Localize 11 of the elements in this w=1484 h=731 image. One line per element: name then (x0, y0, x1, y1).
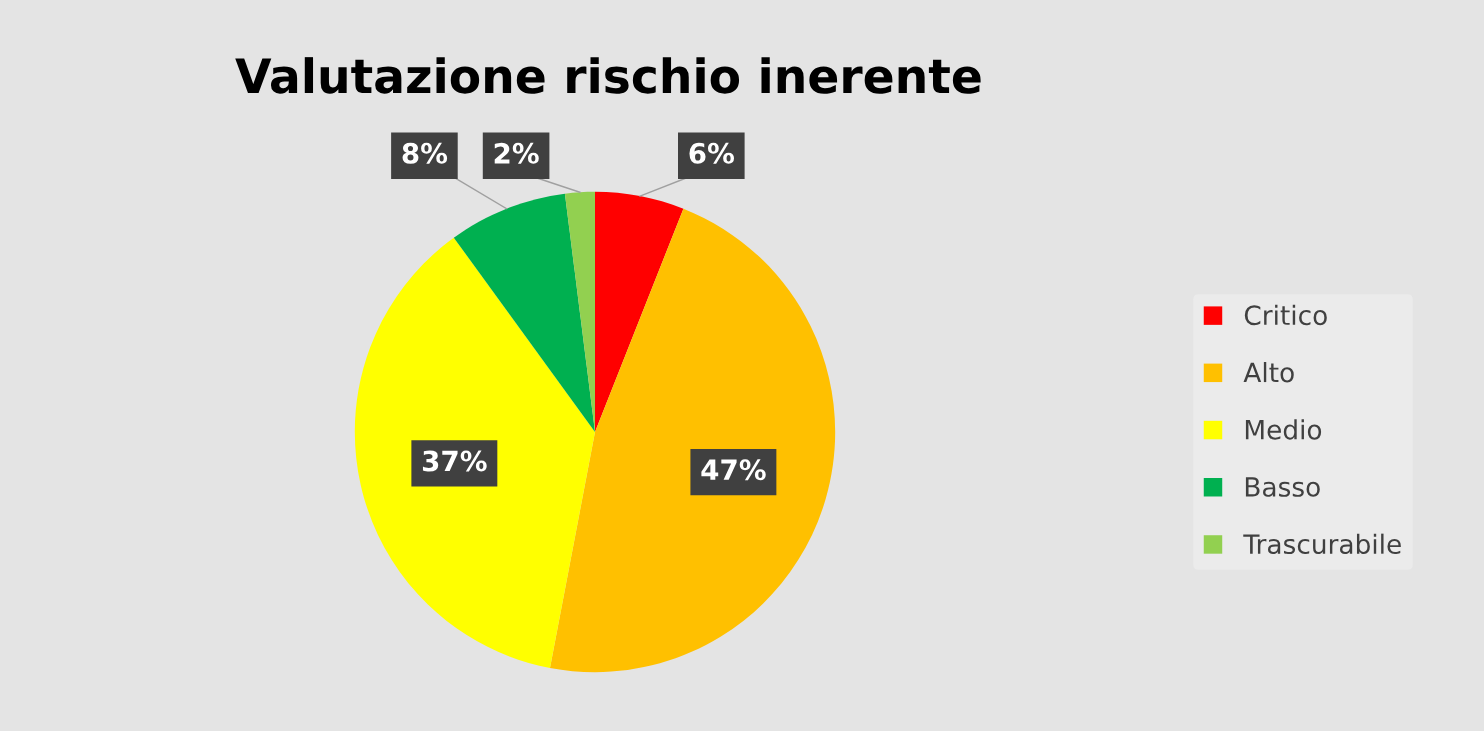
data-label: 47% (701, 459, 766, 481)
legend-label: Trascurabile (1243, 533, 1401, 555)
legend-label: Medio (1245, 419, 1322, 440)
legend-label: Basso (1245, 477, 1320, 497)
legend-label: Alto (1243, 362, 1294, 383)
data-label: 2% (494, 142, 539, 164)
data-label: 8% (402, 142, 448, 164)
data-label: 37% (422, 450, 487, 472)
data-label: 6% (689, 142, 735, 164)
chart-title: Valutazione rischio inerente (235, 57, 981, 94)
legend-label: Critico (1244, 304, 1327, 326)
